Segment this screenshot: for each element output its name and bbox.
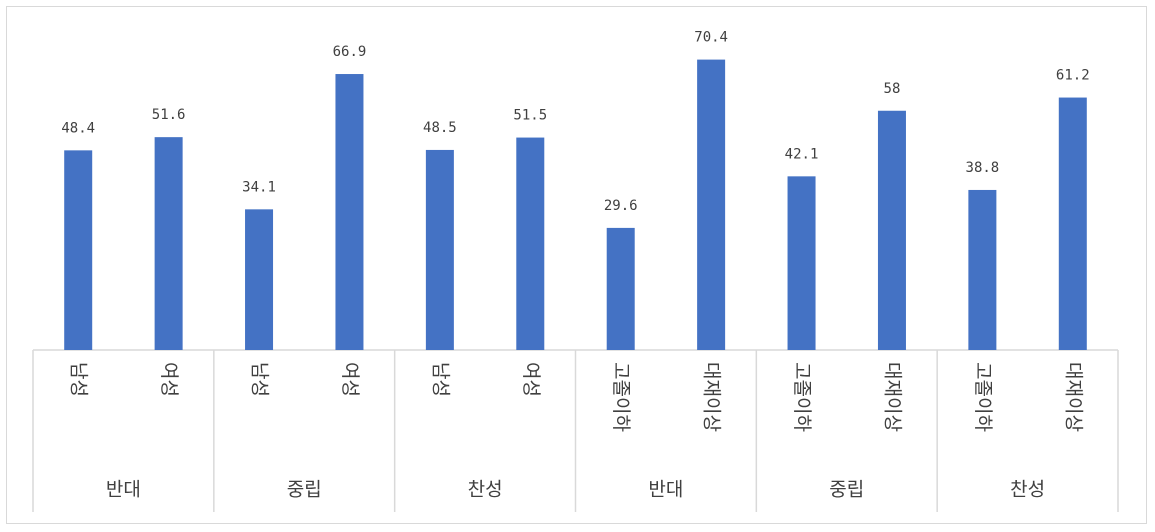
data-label-g5-b0: 38.8 <box>966 160 1000 176</box>
data-label-g3-b0: 29.6 <box>604 198 638 214</box>
data-label-g2-b0: 48.5 <box>423 120 457 136</box>
group-label-0: 반대 <box>106 479 141 501</box>
chart-frame <box>6 6 1147 524</box>
category-label-g5-b1: 대재이상 <box>1062 362 1084 432</box>
bar-g3-b0 <box>606 227 635 350</box>
group-label-4: 중립 <box>829 479 864 501</box>
category-label-g2-b0: 남성 <box>429 362 451 397</box>
group-label-2: 찬성 <box>468 479 503 501</box>
data-label-g5-b1: 61.2 <box>1056 68 1090 84</box>
data-label-g4-b1: 58 <box>884 81 901 97</box>
bar-g5-b1 <box>1058 97 1087 350</box>
bar-g1-b1 <box>335 74 364 350</box>
category-label-g5-b0: 고졸이하 <box>972 362 994 432</box>
data-label-g1-b0: 34.1 <box>242 179 276 195</box>
bar-g3-b1 <box>697 59 726 350</box>
bar-g2-b0 <box>425 149 454 350</box>
bar-g1-b0 <box>245 209 274 350</box>
category-label-g4-b1: 대재이상 <box>881 362 903 432</box>
bar-g5-b0 <box>968 189 997 350</box>
bar-g4-b1 <box>877 110 906 350</box>
group-label-1: 중립 <box>287 479 322 501</box>
category-label-g2-b1: 여성 <box>520 362 542 397</box>
category-label-g3-b1: 대재이상 <box>701 362 723 432</box>
category-label-g4-b0: 고졸이하 <box>791 362 813 432</box>
category-label-g1-b0: 남성 <box>249 362 271 397</box>
category-label-g3-b0: 고졸이하 <box>610 362 632 432</box>
bar-g0-b1 <box>154 137 183 350</box>
data-label-g2-b1: 51.5 <box>513 108 547 124</box>
data-label-g0-b1: 51.6 <box>152 107 186 123</box>
bar-g0-b0 <box>64 150 93 350</box>
data-label-g0-b0: 48.4 <box>61 120 95 136</box>
category-label-g0-b1: 여성 <box>158 362 180 397</box>
data-label-g1-b1: 66.9 <box>333 44 367 60</box>
category-label-g0-b0: 남성 <box>68 362 90 397</box>
group-label-5: 찬성 <box>1010 479 1045 501</box>
group-label-3: 반대 <box>648 479 683 501</box>
category-label-g1-b1: 여성 <box>339 362 361 397</box>
bar-g2-b1 <box>516 137 545 350</box>
data-label-g3-b1: 70.4 <box>694 30 728 46</box>
bar-g4-b0 <box>787 176 816 350</box>
data-label-g4-b0: 42.1 <box>785 146 819 162</box>
